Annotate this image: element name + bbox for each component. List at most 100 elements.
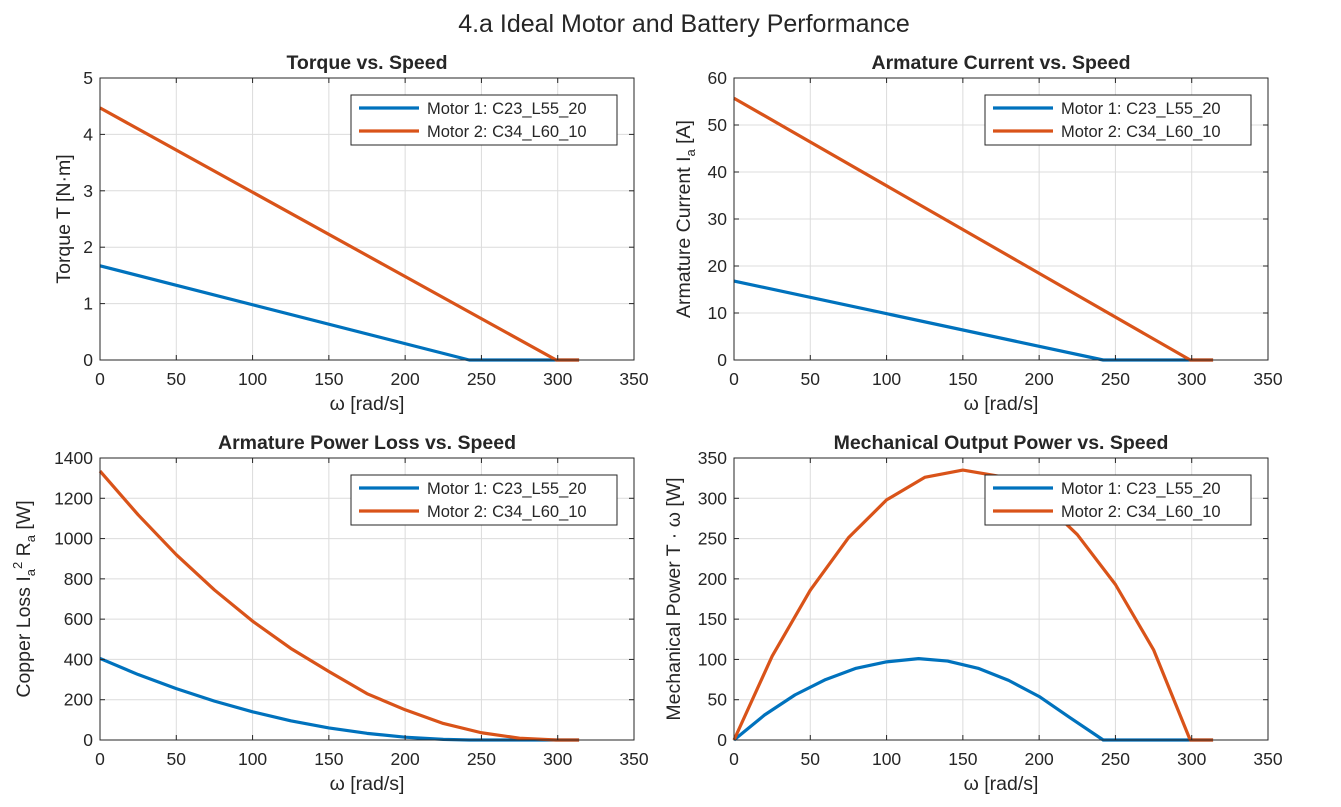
legend-entry-motor-1: Motor 1: C23_L55_20 (427, 100, 587, 118)
y-tick-label: 0 (717, 730, 727, 750)
y-tick-label: 800 (64, 569, 93, 589)
y-tick-label: 1200 (54, 488, 93, 508)
y-tick-label: 50 (708, 690, 728, 710)
x-tick-label: 300 (543, 749, 572, 769)
y-tick-label: 250 (698, 529, 727, 549)
x-tick-label: 300 (1177, 369, 1206, 389)
chart-title: Torque vs. Speed (286, 52, 447, 74)
y-tick-label: 1400 (54, 448, 93, 468)
legend: Motor 1: C23_L55_20 Motor 2: C34_L60_10 (350, 94, 618, 146)
y-tick-label: 0 (83, 730, 93, 750)
y-tick-label: 10 (708, 303, 728, 323)
y-tick-label: 5 (83, 68, 93, 88)
y-tick-label: 50 (708, 115, 728, 135)
y-axis-label: Mechanical Power T · ω [W] (663, 477, 685, 720)
x-tick-label: 250 (467, 369, 496, 389)
x-tick-label: 50 (801, 369, 821, 389)
y-tick-label: 40 (708, 162, 728, 182)
x-tick-label: 350 (1253, 369, 1282, 389)
x-tick-label: 50 (167, 749, 187, 769)
x-tick-label: 200 (391, 369, 420, 389)
x-axis-label: ω [rad/s] (330, 393, 405, 415)
x-tick-label: 0 (729, 749, 739, 769)
axes-box (99, 457, 635, 741)
x-axis-label: ω [rad/s] (964, 393, 1039, 415)
chart-title: Mechanical Output Power vs. Speed (834, 432, 1169, 454)
legend: Motor 1: C23_L55_20 Motor 2: C34_L60_10 (350, 474, 618, 526)
legend-entry-motor-2: Motor 2: C34_L60_10 (1061, 123, 1221, 141)
y-tick-label: 400 (64, 649, 93, 669)
y-tick-label: 20 (708, 256, 728, 276)
chart-title: Armature Power Loss vs. Speed (218, 432, 516, 454)
y-tick-label: 2 (83, 237, 93, 257)
y-axis-label: Torque T [N·m] (53, 154, 75, 283)
x-tick-label: 350 (619, 369, 648, 389)
chart-panel-3: 0 50 100 150 200 250 300 350 0 200 400 600 800 1000 12… (10, 432, 649, 795)
x-tick-label: 100 (238, 369, 267, 389)
y-tick-label: 3 (83, 181, 93, 201)
legend-box (350, 474, 618, 526)
legend-entry-motor-2: Motor 2: C34_L60_10 (427, 123, 587, 141)
x-tick-label: 200 (1025, 749, 1054, 769)
y-tick-label: 100 (698, 649, 727, 669)
chart-title: Armature Current vs. Speed (872, 52, 1131, 74)
x-tick-label: 50 (167, 369, 187, 389)
x-tick-label: 0 (729, 369, 739, 389)
x-tick-label: 250 (467, 749, 496, 769)
y-tick-label: 0 (717, 350, 727, 370)
y-tick-label: 1000 (54, 529, 93, 549)
legend-box (350, 94, 618, 146)
series-line-motor-2 (732, 468, 1214, 742)
chart-panel-4: 0 50 100 150 200 250 300 350 0 50 100 150 200 250 300 3… (663, 432, 1283, 795)
x-tick-label: 250 (1101, 749, 1130, 769)
y-axis-label: Copper Loss Ia2 Ra [W] (10, 500, 38, 697)
legend-entry-motor-1: Motor 1: C23_L55_20 (1061, 480, 1221, 498)
legend-box (984, 474, 1252, 526)
legend: Motor 1: C23_L55_20 Motor 2: C34_L60_10 (984, 94, 1252, 146)
legend-entry-motor-2: Motor 2: C34_L60_10 (427, 503, 587, 521)
x-tick-label: 150 (314, 749, 343, 769)
figure-title: 4.a Ideal Motor and Battery Performance (458, 10, 910, 38)
series-line-motor-1 (732, 657, 1214, 742)
x-tick-label: 200 (391, 749, 420, 769)
x-axis-label: ω [rad/s] (330, 773, 405, 795)
x-tick-label: 100 (238, 749, 267, 769)
y-tick-label: 30 (708, 209, 728, 229)
legend: Motor 1: C23_L55_20 Motor 2: C34_L60_10 (984, 474, 1252, 526)
x-tick-label: 150 (948, 369, 977, 389)
x-tick-label: 350 (1253, 749, 1282, 769)
x-tick-label: 0 (95, 369, 105, 389)
y-tick-label: 150 (698, 609, 727, 629)
x-tick-label: 300 (1177, 749, 1206, 769)
y-tick-label: 200 (64, 690, 93, 710)
x-tick-label: 100 (872, 369, 901, 389)
y-axis-label: Armature Current Ia [A] (673, 120, 698, 318)
y-tick-label: 200 (698, 569, 727, 589)
x-tick-label: 50 (801, 749, 821, 769)
y-tick-label: 350 (698, 448, 727, 468)
legend-entry-motor-1: Motor 1: C23_L55_20 (1061, 100, 1221, 118)
legend-entry-motor-1: Motor 1: C23_L55_20 (427, 480, 587, 498)
legend-entry-motor-2: Motor 2: C34_L60_10 (1061, 503, 1221, 521)
x-tick-label: 200 (1025, 369, 1054, 389)
chart-panel-1: 0 50 100 150 200 250 300 350 0 1 2 3 4 5 Torque vs. Sp… (53, 52, 649, 415)
x-tick-label: 350 (619, 749, 648, 769)
y-tick-label: 300 (698, 488, 727, 508)
y-tick-label: 1 (83, 294, 93, 314)
y-tick-label: 0 (83, 350, 93, 370)
x-tick-label: 150 (314, 369, 343, 389)
axes-box (733, 457, 1269, 741)
y-tick-label: 600 (64, 609, 93, 629)
axes-box (99, 77, 635, 361)
legend-box (984, 94, 1252, 146)
x-tick-label: 0 (95, 749, 105, 769)
y-tick-label: 4 (83, 124, 93, 144)
x-tick-label: 150 (948, 749, 977, 769)
x-axis-label: ω [rad/s] (964, 773, 1039, 795)
series-line-motor-2 (98, 470, 580, 742)
x-tick-label: 300 (543, 369, 572, 389)
x-tick-label: 250 (1101, 369, 1130, 389)
y-tick-label: 60 (708, 68, 728, 88)
x-tick-label: 100 (872, 749, 901, 769)
